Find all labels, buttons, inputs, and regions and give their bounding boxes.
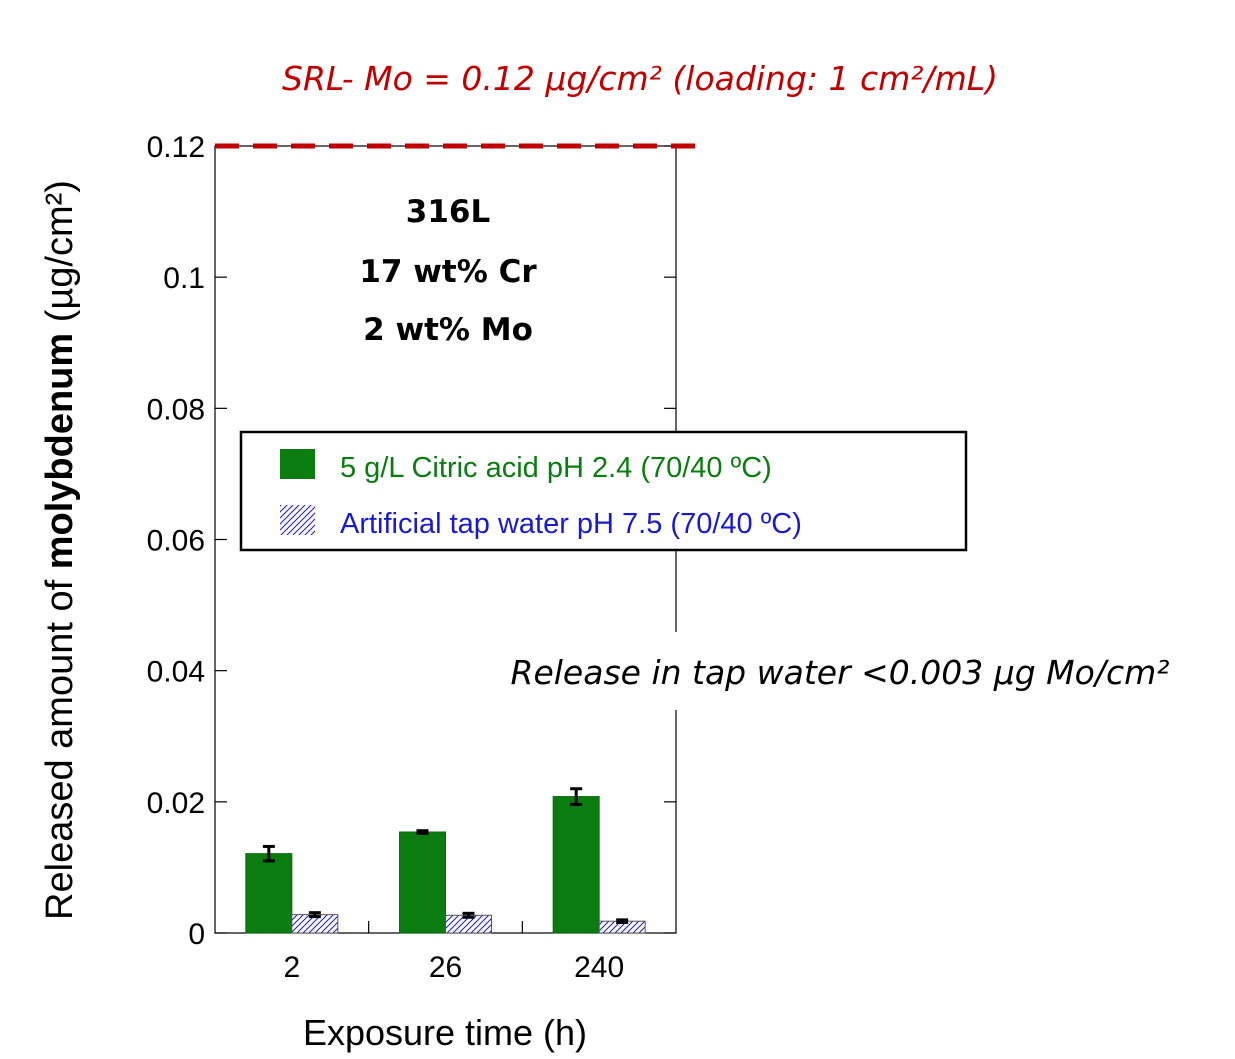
y-tick-label: 0.04 (147, 656, 205, 689)
y-tick-label: 0.02 (147, 787, 205, 820)
chart-title: SRL- Mo = 0.12 µg/cm² (loading: 1 cm²/mL… (282, 59, 998, 98)
legend-label-tap-water: Artificial tap water pH 7.5 (70/40 ºC) (340, 508, 802, 540)
bars-group (245, 787, 646, 934)
y-axis-label-bold: molybdenum (39, 333, 81, 569)
annotation-background (448, 632, 1235, 710)
y-axis-label-prefix: Released amount of (39, 569, 81, 920)
legend-swatch-tap-water (280, 505, 315, 535)
bar-citric-acid (552, 796, 600, 934)
legend-box (239, 430, 968, 552)
y-tick-label: 0.06 (147, 525, 205, 558)
error-bar (262, 844, 275, 863)
legend-label-citric: 5 g/L Citric acid pH 2.4 (70/40 ºC) (340, 452, 772, 484)
error-bar (570, 787, 583, 806)
x-tick-label: 240 (574, 951, 624, 984)
y-tick-label: 0.1 (163, 262, 205, 295)
legend-swatch-citric (280, 449, 315, 479)
error-bar (416, 829, 429, 835)
y-tick-label: 0 (188, 918, 205, 951)
x-axis-ticks: 2 26 240 (283, 921, 624, 984)
x-tick-label: 2 (283, 951, 300, 984)
error-bar (616, 918, 629, 925)
y-axis-label-unit: (µg/cm²) (39, 180, 81, 333)
bar-citric-acid (399, 831, 446, 934)
y-tick-label: 0.12 (147, 131, 205, 164)
material-info: 316L 17 wt% Cr 2 wt% Mo (359, 194, 537, 348)
tap-water-annotation: Release in tap water <0.003 µg Mo/cm² (511, 653, 1170, 692)
error-bar (462, 911, 475, 919)
error-bar (308, 911, 321, 919)
legend: 5 g/L Citric acid pH 2.4 (70/40 ºC) Arti… (239, 430, 968, 552)
y-axis-ticks: 0 0.02 0.04 0.06 0.08 0.1 0.12 (147, 131, 676, 951)
x-tick-label: 26 (429, 951, 462, 984)
y-tick-label: 0.08 (147, 393, 205, 426)
material-mo-content: 2 wt% Mo (363, 312, 533, 348)
material-cr-content: 17 wt% Cr (359, 254, 537, 290)
x-axis-label: Exposure time (h) (303, 1012, 587, 1053)
material-grade: 316L (406, 194, 490, 230)
bar-citric-acid (245, 853, 293, 934)
y-axis-label: Released amount of molybdenum (µg/cm²) (39, 180, 81, 920)
